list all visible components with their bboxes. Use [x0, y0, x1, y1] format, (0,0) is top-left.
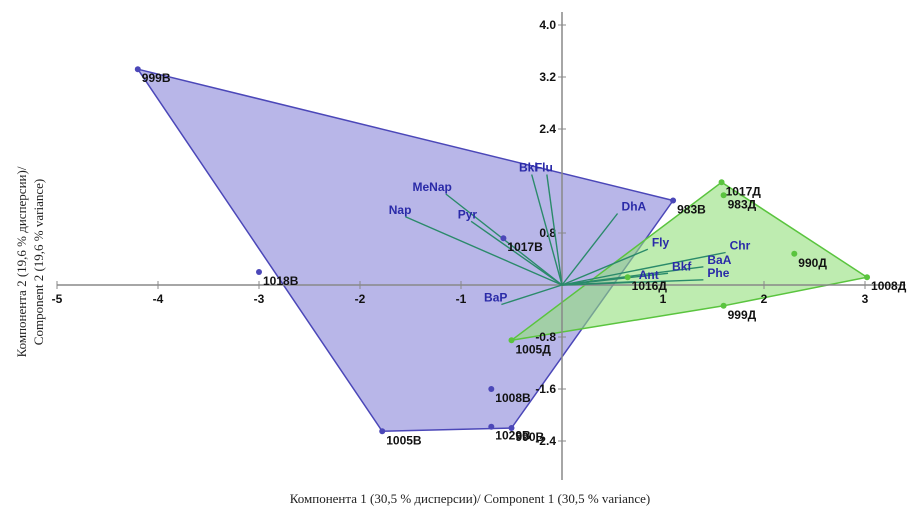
- x-tick-label: -2: [355, 292, 366, 306]
- point-label-983Д: 983Д: [728, 197, 757, 211]
- y-tick-label: -2.4: [535, 434, 556, 448]
- x-tick-label: 1: [660, 292, 667, 306]
- point-label-1008В: 1008В: [495, 391, 531, 405]
- point-983В: [670, 197, 677, 204]
- y-axis-label-line2: Component 2 (19,6 % variance): [31, 179, 46, 345]
- x-tick-label: -1: [456, 292, 467, 306]
- loading-label-dha: DhA: [622, 200, 647, 214]
- loading-line-bkf: [561, 272, 669, 286]
- loading-line-bkl: [531, 174, 563, 286]
- point-1005Д: [508, 337, 515, 344]
- loading-label-bap: BaP: [484, 291, 507, 305]
- loading-label-pyr: Pyr: [458, 207, 478, 221]
- loading-label-baa: BaA: [707, 253, 731, 267]
- point-label-999В: 999В: [142, 71, 171, 85]
- loading-label-ant: Ant: [639, 268, 659, 282]
- point-label-1018В: 1018В: [263, 274, 299, 288]
- point-label-1008Д: 1008Д: [871, 279, 907, 293]
- loading-label-nap: Nap: [389, 203, 412, 217]
- loading-line-pyr: [470, 220, 563, 286]
- loading-label-phe: Phe: [707, 266, 729, 280]
- loading-line-bap: [501, 284, 563, 306]
- loading-line-dha: [561, 213, 619, 286]
- point-1008Д: [864, 274, 871, 281]
- point-label-999Д: 999Д: [728, 308, 757, 322]
- point-1008В: [488, 386, 495, 392]
- loading-label-bkf: Bkf: [672, 259, 692, 273]
- group-hulls: [136, 68, 869, 433]
- point-990Д: [791, 250, 798, 257]
- point-999В: [134, 66, 141, 73]
- point-label-1005Д: 1005Д: [516, 342, 552, 356]
- y-tick-label: -0.8: [535, 330, 556, 344]
- point-983Д: [720, 192, 727, 199]
- point-label-990В: 990В: [516, 430, 545, 444]
- point-label-1029В: 1029В: [495, 429, 531, 443]
- x-tick-label: 3: [862, 292, 869, 306]
- x-tick-label: -4: [153, 292, 164, 306]
- loading-line-fly: [561, 248, 649, 286]
- y-tick-label: 3.2: [539, 70, 556, 84]
- y-axis-label-line1: Компонента 2 (19,6 % дисперсии)/: [14, 166, 29, 357]
- point-999Д: [720, 302, 727, 309]
- point-label-1017В: 1017В: [507, 240, 543, 254]
- point-1016Д: [624, 274, 631, 281]
- x-axis-label: Компонента 1 (30,5 % дисперсии)/ Compone…: [290, 491, 651, 506]
- x-tick-label: -5: [52, 292, 63, 306]
- loading-line-nap: [405, 216, 563, 286]
- point-1017В: [500, 235, 507, 242]
- point-990В: [508, 425, 515, 431]
- point-label-1005В: 1005В: [386, 433, 422, 447]
- hull-group-b: [136, 68, 675, 433]
- point-1005В: [379, 428, 386, 435]
- point-label-1017Д: 1017Д: [726, 184, 762, 198]
- loading-line-chr: [561, 251, 726, 286]
- loading-line-flu: [546, 174, 563, 286]
- y-tick-label: 4.0: [539, 18, 556, 32]
- point-1018В: [256, 269, 262, 275]
- loading-label-menap: MeNap: [413, 180, 452, 194]
- x-tick-label: -3: [254, 292, 265, 306]
- point-1017Д: [718, 179, 725, 186]
- point-label-983В: 983В: [677, 203, 706, 217]
- point-1029В: [488, 423, 495, 430]
- loading-label-fly: Fly: [652, 235, 670, 249]
- loading-label-chr: Chr: [730, 239, 751, 253]
- loading-label-flu: Flu: [535, 161, 553, 175]
- loading-line-ant: [561, 281, 635, 286]
- y-tick-label: -1.6: [535, 382, 556, 396]
- y-tick-label: 2.4: [539, 122, 556, 136]
- x-tick-label: 2: [761, 292, 768, 306]
- point-label-990Д: 990Д: [798, 256, 827, 270]
- point-label-1016Д: 1016Д: [632, 279, 668, 293]
- loading-label-bkl: Bkl: [519, 161, 538, 175]
